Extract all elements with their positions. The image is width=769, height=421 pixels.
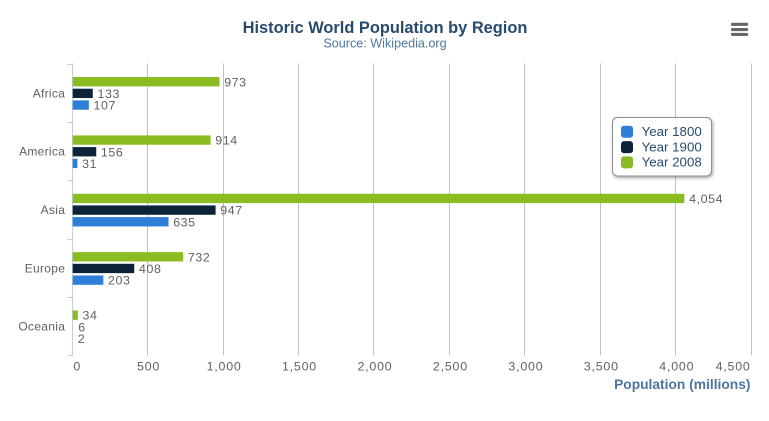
svg-text:Europe: Europe — [25, 261, 66, 275]
svg-text:2,000: 2,000 — [357, 359, 392, 373]
svg-text:500: 500 — [137, 359, 160, 373]
svg-text:America: America — [19, 145, 65, 159]
svg-text:Year 1800: Year 1800 — [642, 124, 702, 139]
svg-text:0: 0 — [73, 359, 81, 373]
svg-text:4,054: 4,054 — [689, 192, 723, 206]
svg-text:2: 2 — [78, 332, 86, 346]
svg-text:408: 408 — [139, 262, 161, 276]
svg-text:635: 635 — [173, 215, 195, 229]
svg-text:1,000: 1,000 — [207, 359, 242, 373]
svg-text:4,000: 4,000 — [659, 359, 694, 373]
svg-text:Population (millions): Population (millions) — [614, 377, 750, 392]
svg-text:156: 156 — [101, 145, 123, 159]
svg-text:914: 914 — [215, 134, 237, 148]
svg-text:31: 31 — [82, 157, 97, 171]
svg-text:203: 203 — [108, 274, 130, 288]
svg-text:107: 107 — [94, 99, 116, 113]
svg-text:1,500: 1,500 — [282, 359, 317, 373]
svg-text:6: 6 — [78, 320, 86, 334]
svg-text:3,000: 3,000 — [508, 359, 543, 373]
svg-text:Historic World Population by R: Historic World Population by Region — [243, 19, 528, 37]
svg-text:Year 1900: Year 1900 — [642, 139, 702, 154]
svg-text:947: 947 — [220, 204, 242, 218]
svg-text:Asia: Asia — [41, 203, 66, 217]
svg-text:732: 732 — [188, 250, 210, 264]
svg-text:973: 973 — [224, 75, 246, 89]
svg-text:34: 34 — [83, 309, 98, 323]
svg-text:Oceania: Oceania — [18, 320, 65, 334]
svg-text:Year 2008: Year 2008 — [642, 155, 702, 170]
svg-text:Source: Wikipedia.org: Source: Wikipedia.org — [323, 37, 446, 51]
svg-text:Africa: Africa — [33, 86, 65, 100]
svg-text:4,500: 4,500 — [716, 359, 751, 373]
svg-text:133: 133 — [98, 87, 120, 101]
svg-text:2,500: 2,500 — [433, 359, 468, 373]
svg-text:3,500: 3,500 — [584, 359, 619, 373]
